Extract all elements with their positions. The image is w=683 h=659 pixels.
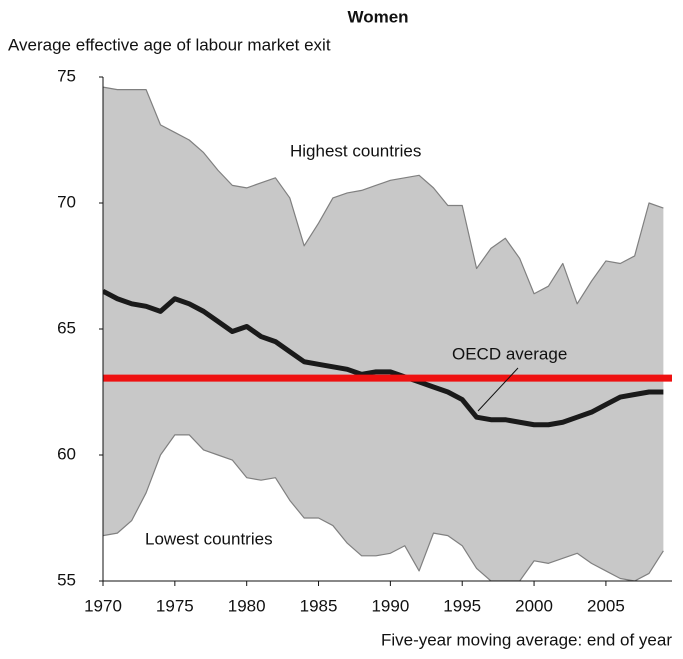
x-tick-label: 1995 <box>443 596 481 615</box>
series-annotation: Lowest countries <box>145 529 273 548</box>
band-edge <box>103 86 664 305</box>
x-tick-label: 2005 <box>587 596 625 615</box>
y-tick-label: 65 <box>57 318 76 337</box>
annotation-leader <box>477 367 519 412</box>
chart-title: Women <box>347 7 408 26</box>
x-axis-label: Five-year moving average: end of year <box>381 630 672 649</box>
x-tick-label: 1990 <box>371 596 409 615</box>
y-tick-label: 70 <box>57 192 76 211</box>
plot <box>103 86 664 581</box>
y-tick-label: 75 <box>57 66 76 85</box>
x-tick-label: 1970 <box>84 596 122 615</box>
average-line <box>103 288 664 428</box>
band-edge <box>103 434 664 581</box>
y-axis-label: Average effective age of labour market e… <box>8 35 331 54</box>
x-tick-label: 1980 <box>228 596 266 615</box>
x-tick-label: 1985 <box>300 596 338 615</box>
band-fill <box>103 87 664 581</box>
y-tick-label: 55 <box>57 570 76 589</box>
series-annotation: Highest countries <box>290 141 421 160</box>
x-tick-label: 1975 <box>156 596 194 615</box>
series-annotation: OECD average <box>452 344 567 363</box>
y-tick-label: 60 <box>57 444 76 463</box>
x-tick-label: 2000 <box>515 596 553 615</box>
